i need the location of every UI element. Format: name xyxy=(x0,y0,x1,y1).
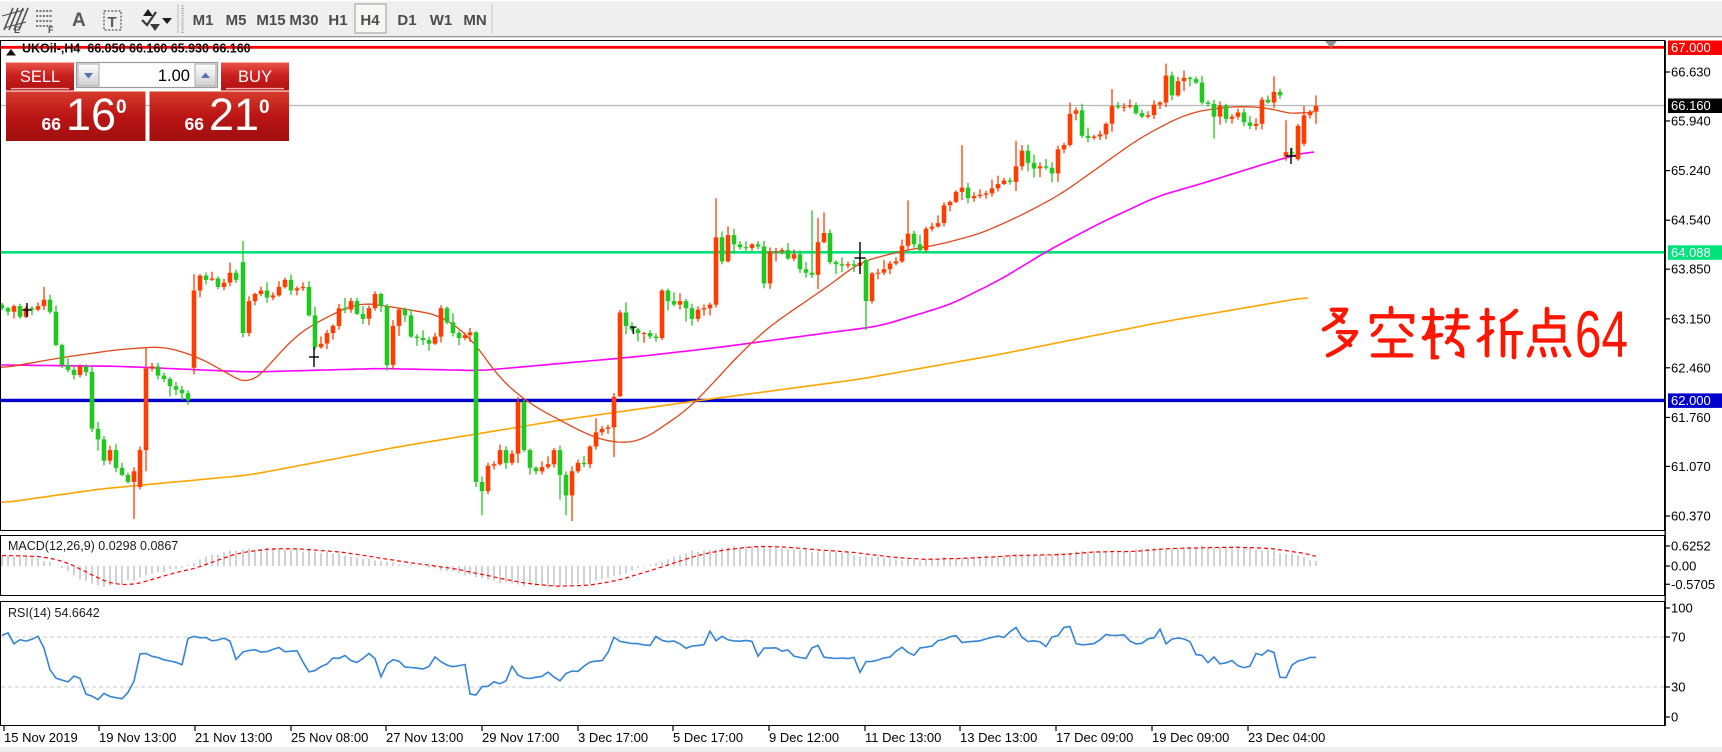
svg-text:70: 70 xyxy=(1671,630,1685,645)
svg-text:66.160: 66.160 xyxy=(1671,98,1711,113)
svg-text:15 Nov 2019: 15 Nov 2019 xyxy=(4,730,78,745)
svg-text:M15: M15 xyxy=(256,12,285,29)
svg-text:W1: W1 xyxy=(430,12,453,29)
svg-text:-0.5705: -0.5705 xyxy=(1671,577,1715,592)
svg-text:25 Nov 08:00: 25 Nov 08:00 xyxy=(291,730,368,745)
svg-text:0.00: 0.00 xyxy=(1671,559,1696,574)
svg-text:64.540: 64.540 xyxy=(1671,213,1711,228)
svg-text:A: A xyxy=(72,10,86,31)
svg-text:RSI(14) 54.6642: RSI(14) 54.6642 xyxy=(8,606,100,620)
svg-text:0: 0 xyxy=(1671,710,1678,725)
svg-text:61.760: 61.760 xyxy=(1671,410,1711,425)
svg-text:60.370: 60.370 xyxy=(1671,509,1711,524)
svg-text:17 Dec 09:00: 17 Dec 09:00 xyxy=(1056,730,1133,745)
svg-text:64: 64 xyxy=(1575,297,1628,371)
svg-text:H4: H4 xyxy=(360,12,380,29)
svg-text:16: 16 xyxy=(66,89,116,140)
svg-text:30: 30 xyxy=(1671,680,1685,695)
svg-text:62.000: 62.000 xyxy=(1671,393,1711,408)
svg-text:M5: M5 xyxy=(226,12,247,29)
svg-text:SELL: SELL xyxy=(20,68,60,86)
svg-text:MACD(12,26,9) 0.0298 0.0867: MACD(12,26,9) 0.0298 0.0867 xyxy=(8,539,178,553)
svg-text:65.940: 65.940 xyxy=(1671,113,1711,128)
svg-text:T: T xyxy=(630,325,637,337)
svg-text:66.630: 66.630 xyxy=(1671,65,1711,80)
svg-text:27 Nov 13:00: 27 Nov 13:00 xyxy=(386,730,463,745)
svg-text:62.460: 62.460 xyxy=(1671,360,1711,375)
svg-text:9 Dec 12:00: 9 Dec 12:00 xyxy=(769,730,839,745)
svg-text:66: 66 xyxy=(42,114,62,134)
svg-text:23 Dec 04:00: 23 Dec 04:00 xyxy=(1248,730,1325,745)
svg-text:3 Dec 17:00: 3 Dec 17:00 xyxy=(578,730,648,745)
svg-text:M1: M1 xyxy=(193,12,214,29)
svg-text:D1: D1 xyxy=(397,12,416,29)
svg-text:19 Nov 13:00: 19 Nov 13:00 xyxy=(99,730,176,745)
svg-text:UKOil-,H4 66.050 66.160 65.93: UKOil-,H4 66.050 66.160 65.930 66.160 xyxy=(22,42,251,56)
svg-text:63.150: 63.150 xyxy=(1671,311,1711,326)
svg-text:61.070: 61.070 xyxy=(1671,459,1711,474)
svg-text:0.6252: 0.6252 xyxy=(1671,538,1711,553)
svg-text:0: 0 xyxy=(259,97,270,118)
svg-text:H1: H1 xyxy=(328,12,347,29)
svg-text:5 Dec 17:00: 5 Dec 17:00 xyxy=(673,730,743,745)
svg-text:65.240: 65.240 xyxy=(1671,163,1711,178)
svg-text:21: 21 xyxy=(209,89,259,140)
svg-text:T: T xyxy=(108,14,117,31)
svg-text:64.088: 64.088 xyxy=(1671,245,1711,260)
svg-text:100: 100 xyxy=(1671,601,1693,616)
svg-text:63.850: 63.850 xyxy=(1671,262,1711,277)
svg-text:13 Dec 13:00: 13 Dec 13:00 xyxy=(960,730,1037,745)
svg-text:MN: MN xyxy=(463,12,486,29)
svg-text:19 Dec 09:00: 19 Dec 09:00 xyxy=(1152,730,1229,745)
svg-text:0: 0 xyxy=(116,97,127,118)
svg-text:F: F xyxy=(48,25,54,35)
svg-text:11 Dec 13:00: 11 Dec 13:00 xyxy=(865,730,941,745)
svg-text:29 Nov 17:00: 29 Nov 17:00 xyxy=(482,730,559,745)
svg-text:M30: M30 xyxy=(289,12,318,29)
svg-text:67.000: 67.000 xyxy=(1671,40,1711,55)
svg-text:21 Nov 13:00: 21 Nov 13:00 xyxy=(195,730,272,745)
svg-text:1.00: 1.00 xyxy=(158,67,190,85)
svg-text:E: E xyxy=(14,25,20,35)
svg-text:66: 66 xyxy=(185,114,205,134)
svg-text:BUY: BUY xyxy=(238,68,272,86)
